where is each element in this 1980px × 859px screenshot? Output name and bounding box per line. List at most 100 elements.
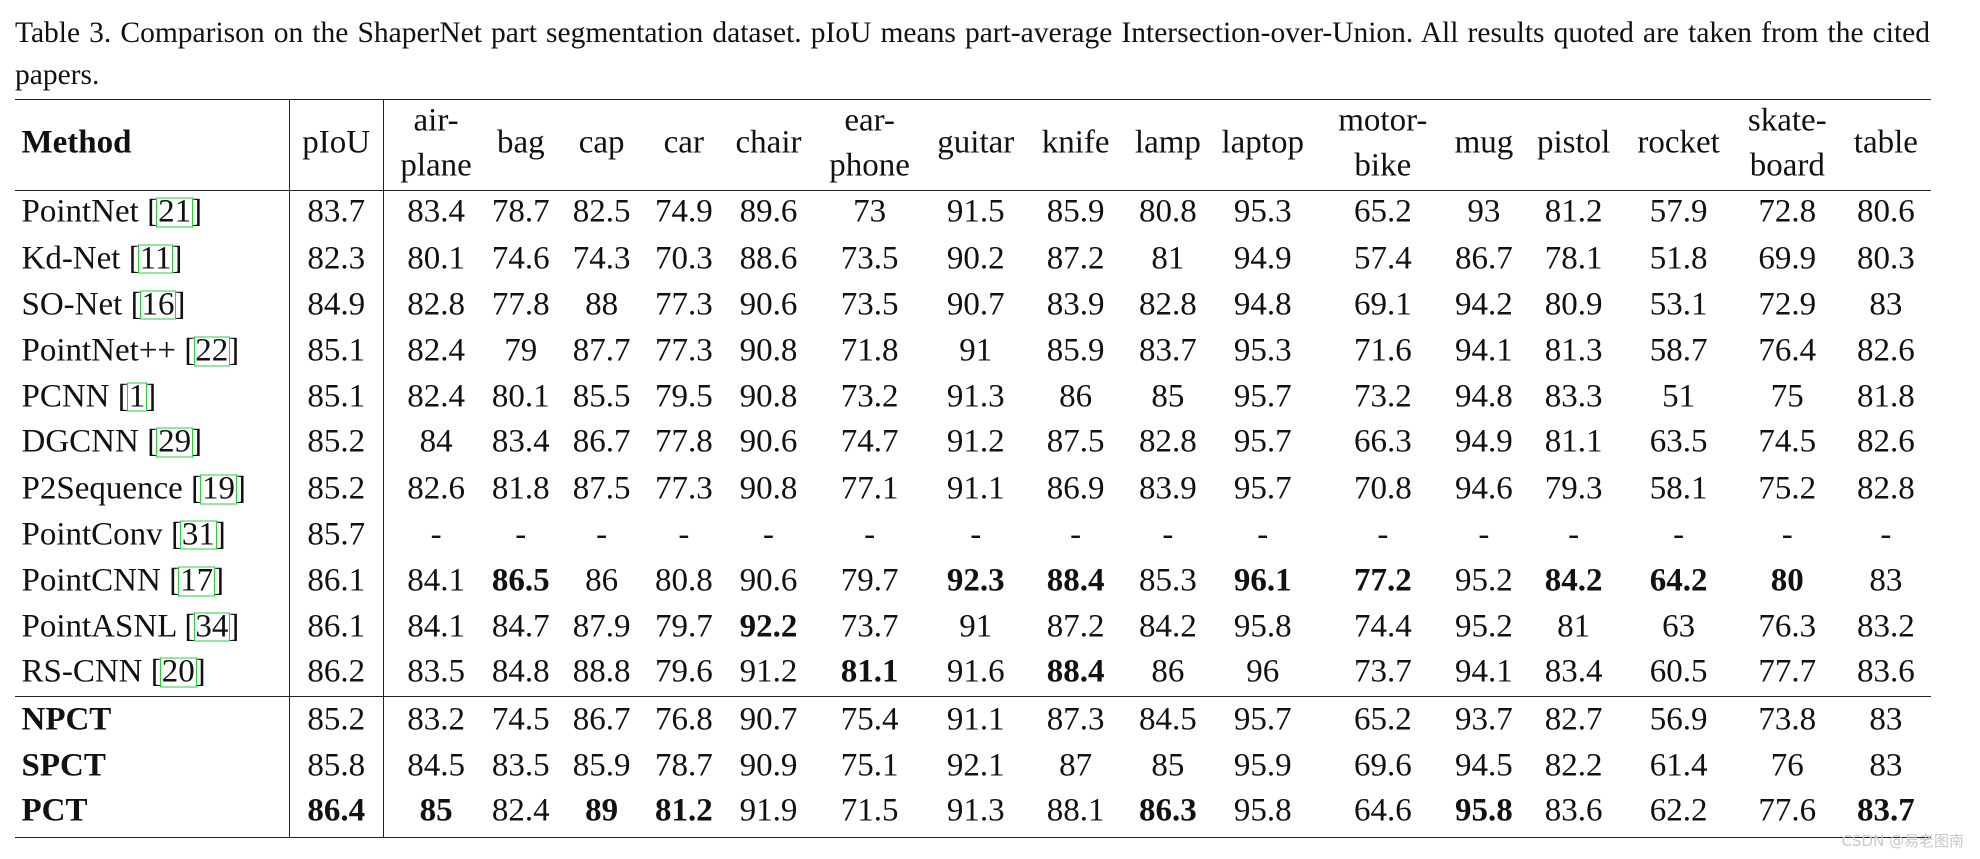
value-cell: 83 [1869, 286, 1903, 323]
value-cell: 63.5 [1649, 423, 1708, 460]
header-cell: bike [1354, 147, 1412, 184]
value-cell: 94.2 [1455, 286, 1513, 323]
value-cell: 81.2 [1544, 193, 1603, 230]
value-cell: 85 [419, 792, 453, 829]
value-cell: 88.8 [572, 653, 631, 690]
method-cell: P2Sequence [19] [21, 471, 246, 508]
value-cell: 86 [585, 562, 619, 599]
value-cell: 81.8 [1857, 378, 1915, 415]
header-cell: rocket [1637, 124, 1720, 161]
value-cell: 82.4 [407, 378, 465, 415]
value-cell: 85.5 [572, 378, 631, 415]
value-cell: 89 [585, 792, 619, 829]
value-cell: 87.9 [572, 608, 631, 645]
value-cell: 80.3 [1857, 240, 1915, 277]
value-cell: 86 [1059, 378, 1093, 415]
method-name: P2Sequence [21, 470, 183, 507]
value-cell: - [1568, 516, 1580, 553]
header-cell: table [1853, 124, 1918, 161]
header-cell: pIoU [302, 124, 371, 161]
value-cell: 82.8 [1139, 286, 1197, 323]
header-cell: motor- [1338, 102, 1428, 139]
value-cell: 92.3 [946, 562, 1005, 599]
value-cell: - [864, 516, 876, 553]
header-cell: skate- [1747, 102, 1827, 139]
value-cell: 58.1 [1649, 470, 1708, 507]
method-cell: PointConv [31] [21, 516, 225, 553]
method-name: PointASNL [21, 608, 177, 645]
value-cell: 95.3 [1233, 332, 1292, 369]
header-cell: guitar [937, 124, 1015, 161]
value-cell: 83.4 [407, 193, 465, 230]
value-cell: 71.8 [840, 332, 899, 369]
header-cell: chair [735, 124, 802, 161]
value-cell: 86.2 [307, 653, 366, 690]
value-cell: - [970, 516, 982, 553]
value-cell: 79.5 [654, 378, 713, 415]
value-cell: 65.2 [1353, 701, 1412, 738]
value-cell: 90.8 [739, 332, 798, 369]
value-cell: 95.3 [1233, 193, 1292, 230]
value-cell: 90.7 [946, 286, 1005, 323]
value-cell: 85.9 [1046, 332, 1105, 369]
value-cell: 77.8 [654, 423, 713, 460]
method-name: NPCT [21, 701, 112, 738]
value-cell: 83.4 [491, 423, 550, 460]
value-cell: 85.1 [307, 332, 366, 369]
value-cell: 91.1 [946, 470, 1005, 507]
value-cell: 70.8 [1353, 470, 1412, 507]
value-cell: 86.1 [307, 562, 366, 599]
value-cell: 82.3 [307, 240, 366, 277]
value-cell: 76 [1770, 747, 1804, 784]
value-cell: 79.7 [654, 608, 713, 645]
value-cell: 85.8 [307, 747, 366, 784]
value-cell: - [1781, 516, 1793, 553]
value-cell: 73.8 [1758, 701, 1817, 738]
value-cell: 91.6 [946, 653, 1005, 690]
value-cell: 64.2 [1649, 562, 1708, 599]
value-cell: 84.7 [491, 608, 550, 645]
method-cell: NPCT [21, 702, 111, 739]
value-cell: 85.7 [307, 516, 366, 553]
value-cell: 93.7 [1455, 701, 1513, 738]
value-cell: 94.6 [1455, 470, 1513, 507]
method-name: Kd-Net [21, 240, 121, 277]
method-cell: DGCNN [29] [21, 424, 202, 461]
header-cell: Method [21, 124, 132, 161]
citation: [29] [147, 423, 203, 460]
citation: [17] [169, 562, 225, 599]
value-cell: 83.6 [1857, 653, 1915, 690]
method-cell: Kd-Net [11] [21, 241, 182, 278]
value-cell: 75.4 [840, 701, 899, 738]
value-cell: 88.6 [739, 240, 798, 277]
value-cell: 91.5 [946, 193, 1005, 230]
value-cell: 72.9 [1758, 286, 1817, 323]
value-cell: - [1478, 516, 1490, 553]
value-cell: 56.9 [1649, 701, 1708, 738]
value-cell: 86.3 [1139, 792, 1197, 829]
value-cell: - [678, 516, 690, 553]
value-cell: 86.9 [1046, 470, 1105, 507]
value-cell: 84.1 [407, 608, 465, 645]
value-cell: - [515, 516, 527, 553]
value-cell: 71.5 [840, 792, 899, 829]
value-cell: - [763, 516, 774, 553]
value-cell: 77.2 [1353, 562, 1412, 599]
value-cell: 81.3 [1544, 332, 1603, 369]
value-cell: 57.4 [1353, 240, 1412, 277]
value-cell: 87.3 [1046, 701, 1105, 738]
value-cell: 77.6 [1758, 792, 1817, 829]
value-cell: - [1377, 516, 1389, 553]
value-cell: 95.8 [1455, 792, 1513, 829]
value-cell: - [1070, 516, 1082, 553]
value-cell: 95.8 [1233, 608, 1292, 645]
method-name: PointNet [21, 193, 139, 230]
citation: [34] [184, 608, 240, 645]
value-cell: 84.1 [407, 562, 465, 599]
value-cell: 61.4 [1649, 747, 1708, 784]
value-cell: 73.5 [840, 286, 899, 323]
value-cell: 76.8 [654, 701, 713, 738]
value-cell: 76.4 [1758, 332, 1817, 369]
value-cell: 86.7 [1455, 240, 1513, 277]
